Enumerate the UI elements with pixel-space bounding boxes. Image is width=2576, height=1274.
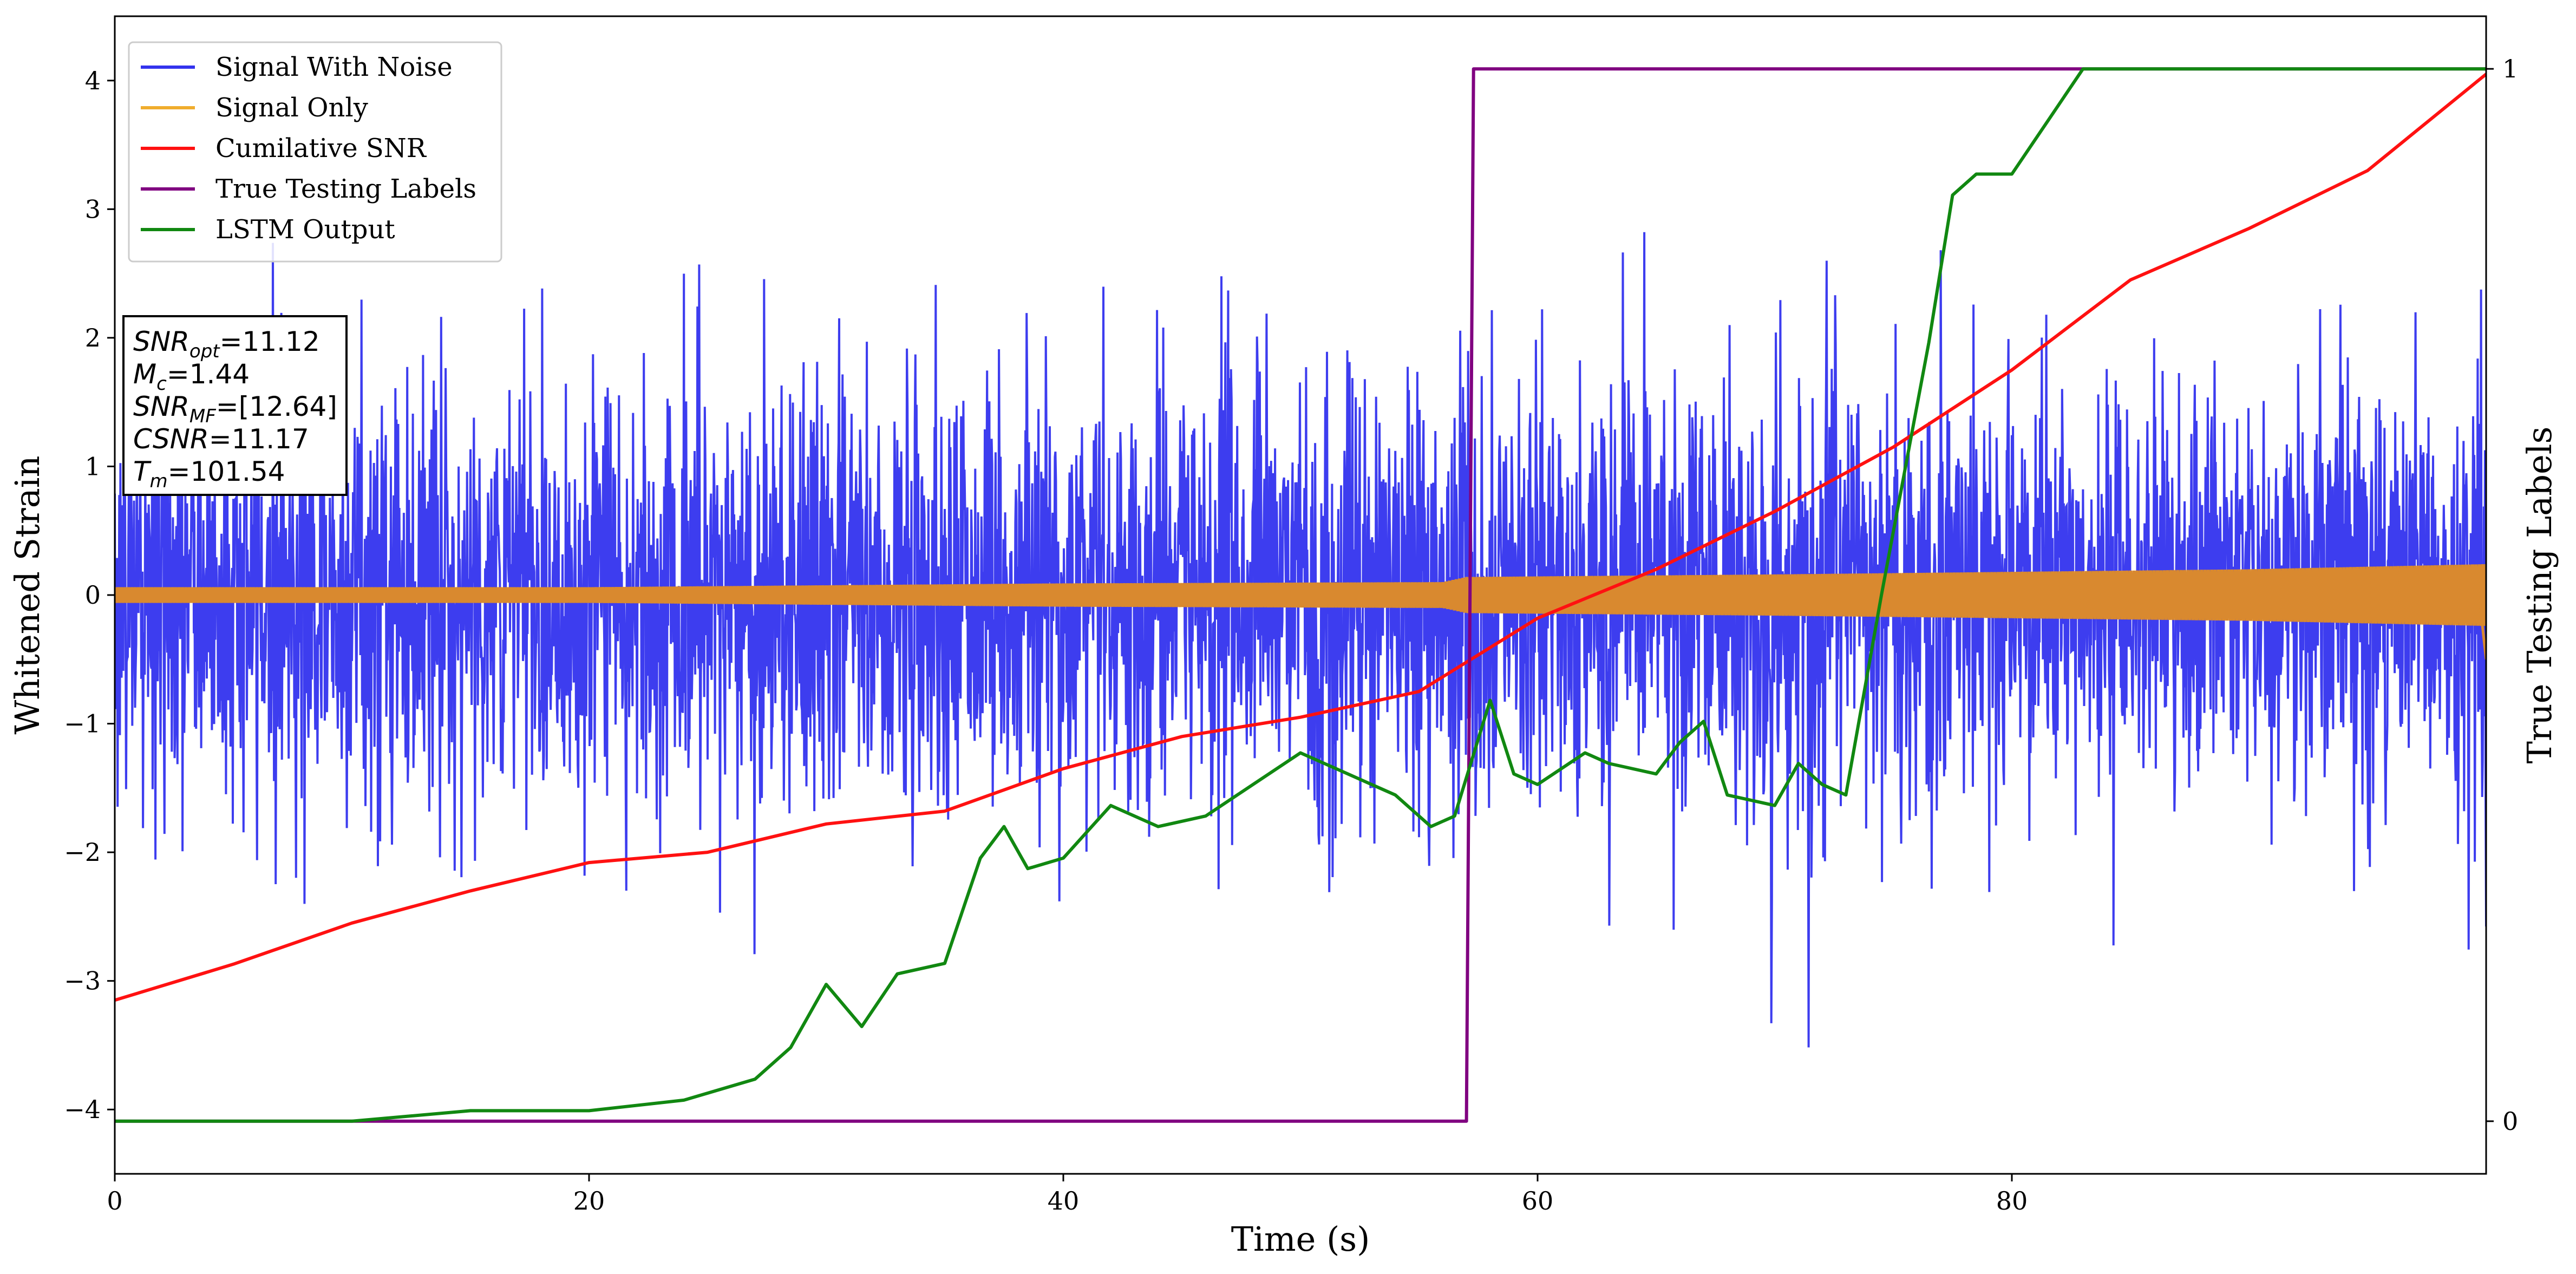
y2-tick-label: 0 [2502,1107,2518,1136]
series-layer [115,67,2486,1123]
y-tick-label: 0 [85,580,101,610]
y-tick-label: −4 [64,1095,101,1124]
info-line: SNRMF=[12.64] [133,391,337,427]
y-tick-label: 3 [85,194,101,224]
legend-entry-label: True Testing Labels [215,174,476,204]
series-line-cumilative-snr [115,73,2486,1002]
y-tick-label: 4 [85,66,101,95]
legend-entry-label: LSTM Output [215,214,395,245]
series-line-signal-only [115,564,2486,626]
y-tick-label: 2 [85,323,101,352]
legend-box [128,41,502,263]
y-axis-label: Whitened Strain [8,456,47,735]
series-line-signal-only-tail [2477,594,2486,660]
info-box: SNRopt=11.12Mc=1.44SNRMF=[12.64]CSNR=11.… [122,315,348,496]
info-line: CSNR=11.17 [133,423,309,455]
x-tick-label: 0 [107,1186,122,1216]
legend-entry-label: Cumilative SNR [215,133,427,164]
info-line: Mc=1.44 [133,358,250,395]
tick-marks-layer [107,68,2494,1181]
y-tick-label: 1 [85,452,101,481]
legend-entry-label: Signal With Noise [215,52,453,82]
plot-frame [114,15,2487,1175]
legend: Signal With Noise Signal Only Cumilative S… [128,41,502,263]
series-line-true-testing-labels [115,67,2486,1123]
info-box-frame [122,315,348,496]
x-axis-label: Time (s) [1231,1219,1370,1259]
x-tick-label: 80 [1996,1186,2028,1216]
y-tick-label: −1 [64,709,101,739]
y-tick-label: −2 [64,838,101,867]
y-tick-label: −3 [64,966,101,996]
legend-entry-label: Signal Only [215,93,368,123]
series-line-signal-with-noise [115,232,2486,1048]
x-tick-label: 40 [1048,1186,1080,1216]
y2-tick-label: 1 [2502,54,2518,83]
series-line-lstm-output [115,67,2486,1123]
x-tick-label: 20 [573,1186,605,1216]
y2-axis-label: True Testing Labels [2520,427,2559,764]
info-line: Tm=101.54 [133,456,285,492]
x-tick-label: 60 [1522,1186,1554,1216]
info-line: SNRopt=11.12 [133,326,320,362]
